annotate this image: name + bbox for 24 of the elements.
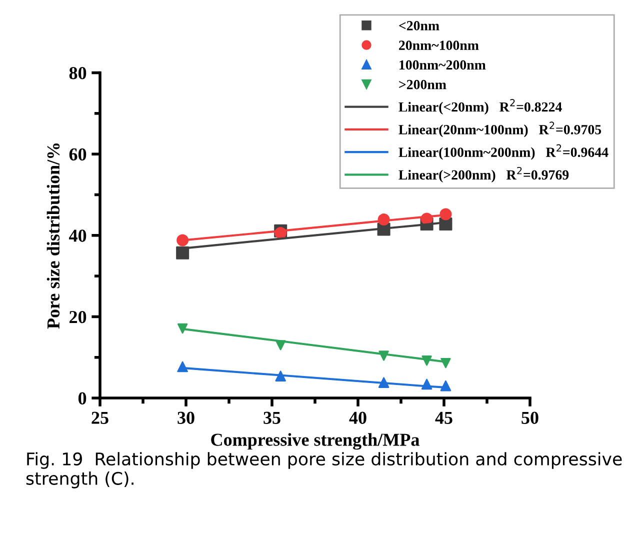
- point: [176, 246, 190, 260]
- legend-label: Linear(20nm~100nm) R$^{2}$=0.9705: [398, 122, 602, 138]
- legend-label: 100nm~200nm: [400, 60, 486, 70]
- x-axis-title: Compressive strength/MPa: [211, 433, 420, 450]
- x-tick-label: 25: [92, 412, 108, 424]
- legend-label: 20nm~100nm: [399, 40, 479, 50]
- legend-label: <20nm: [399, 21, 440, 30]
- x-tick-label: 35: [264, 412, 280, 424]
- legend-label: >200nm: [399, 80, 446, 90]
- legend-label: Linear(>200nm) R$^{2}$=0.9769: [398, 166, 569, 182]
- caption: Fig. 19 Relationship between pore size distribution and compressive strength (C).: [26, 452, 622, 488]
- x-tick-label: 30: [178, 412, 194, 424]
- x-tick-label: 45: [435, 412, 452, 424]
- x-tick-label: 50: [522, 412, 538, 424]
- y-axis-title: Pore size distribution/%: [46, 143, 60, 329]
- y-tick-label: 80: [69, 67, 86, 80]
- y-tick-label: 20: [70, 310, 86, 324]
- point: [177, 323, 188, 334]
- legend-label: Linear(<20nm) R$^{2}$=0.8224: [398, 99, 562, 115]
- x-tick-label: 40: [349, 412, 366, 424]
- legend-label: Linear(100nm~200nm) R$^{2}$=0.9644: [398, 144, 608, 160]
- y-tick-label: 40: [69, 230, 86, 242]
- y-tick-label: 60: [69, 148, 86, 161]
- y-tick-label: 0: [78, 392, 86, 404]
